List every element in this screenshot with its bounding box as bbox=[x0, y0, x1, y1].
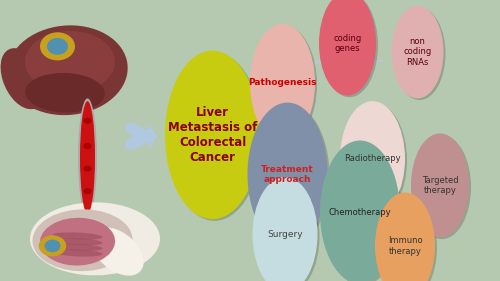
Polygon shape bbox=[372, 180, 400, 182]
Polygon shape bbox=[286, 190, 287, 210]
Ellipse shape bbox=[377, 194, 437, 281]
Ellipse shape bbox=[320, 140, 400, 281]
Ellipse shape bbox=[167, 52, 262, 221]
Polygon shape bbox=[335, 203, 352, 214]
Text: Surgery: Surgery bbox=[267, 230, 303, 239]
Ellipse shape bbox=[80, 101, 95, 214]
Ellipse shape bbox=[165, 51, 260, 219]
Ellipse shape bbox=[342, 103, 407, 218]
Ellipse shape bbox=[0, 48, 44, 109]
Polygon shape bbox=[343, 178, 372, 180]
Polygon shape bbox=[254, 157, 271, 166]
Ellipse shape bbox=[252, 177, 318, 281]
Polygon shape bbox=[324, 193, 337, 200]
Text: Chemotherapy: Chemotherapy bbox=[328, 208, 392, 217]
Ellipse shape bbox=[78, 98, 97, 216]
Ellipse shape bbox=[25, 73, 105, 112]
Ellipse shape bbox=[44, 239, 60, 252]
Ellipse shape bbox=[411, 133, 469, 237]
Ellipse shape bbox=[250, 24, 315, 142]
Text: Targeted
therapy: Targeted therapy bbox=[422, 176, 459, 195]
Text: Pathogenesis: Pathogenesis bbox=[248, 78, 317, 87]
Ellipse shape bbox=[92, 227, 144, 276]
Polygon shape bbox=[310, 186, 324, 193]
Polygon shape bbox=[285, 210, 286, 230]
Ellipse shape bbox=[321, 0, 378, 97]
Polygon shape bbox=[327, 66, 354, 73]
Ellipse shape bbox=[84, 118, 92, 124]
Polygon shape bbox=[318, 59, 322, 62]
Ellipse shape bbox=[52, 244, 102, 251]
Ellipse shape bbox=[413, 135, 471, 239]
Ellipse shape bbox=[322, 142, 402, 281]
Ellipse shape bbox=[25, 31, 115, 93]
Ellipse shape bbox=[52, 238, 102, 245]
Ellipse shape bbox=[52, 249, 102, 257]
Ellipse shape bbox=[47, 38, 68, 55]
Ellipse shape bbox=[250, 104, 330, 248]
Ellipse shape bbox=[340, 101, 405, 216]
Text: Immuno
therapy: Immuno therapy bbox=[388, 236, 422, 256]
Ellipse shape bbox=[252, 26, 317, 144]
Polygon shape bbox=[328, 166, 336, 167]
Ellipse shape bbox=[84, 166, 92, 172]
Ellipse shape bbox=[40, 218, 115, 266]
Ellipse shape bbox=[319, 0, 376, 96]
Ellipse shape bbox=[30, 202, 160, 275]
Ellipse shape bbox=[248, 103, 328, 246]
Ellipse shape bbox=[39, 235, 66, 256]
Text: coding
genes: coding genes bbox=[334, 34, 361, 53]
Polygon shape bbox=[352, 214, 370, 224]
Ellipse shape bbox=[392, 6, 444, 98]
Text: non
coding
RNAs: non coding RNAs bbox=[404, 37, 431, 67]
Ellipse shape bbox=[32, 209, 132, 271]
Text: Liver
Metastasis of
Colorectal
Cancer: Liver Metastasis of Colorectal Cancer bbox=[168, 106, 257, 164]
Ellipse shape bbox=[254, 179, 320, 281]
Ellipse shape bbox=[8, 25, 128, 115]
Ellipse shape bbox=[84, 188, 92, 194]
Ellipse shape bbox=[394, 7, 446, 100]
Polygon shape bbox=[313, 62, 318, 64]
Polygon shape bbox=[238, 148, 254, 157]
Ellipse shape bbox=[375, 192, 435, 281]
Polygon shape bbox=[246, 103, 256, 110]
Polygon shape bbox=[256, 96, 266, 103]
FancyArrow shape bbox=[135, 124, 158, 149]
Text: Treatment
approach: Treatment approach bbox=[261, 164, 314, 184]
Ellipse shape bbox=[40, 32, 75, 60]
Polygon shape bbox=[336, 164, 342, 166]
Ellipse shape bbox=[84, 143, 92, 149]
Polygon shape bbox=[354, 60, 382, 66]
Text: Radiotherapy: Radiotherapy bbox=[344, 154, 401, 163]
Ellipse shape bbox=[52, 232, 102, 240]
